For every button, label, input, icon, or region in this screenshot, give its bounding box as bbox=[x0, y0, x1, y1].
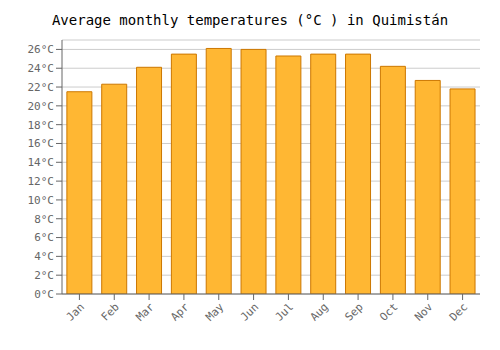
html-text:Average monthly temperatures (: Average monthly temperatures (°C ) in Qu… bbox=[51, 12, 449, 28]
svg-text:Dec: Dec bbox=[447, 300, 470, 323]
svg-text:Apr: Apr bbox=[168, 300, 192, 324]
svg-text:14°C: 14°C bbox=[28, 156, 55, 169]
svg-text:Sep: Sep bbox=[342, 300, 365, 323]
svg-text:8°C: 8°C bbox=[34, 213, 54, 226]
svg-text:Jun: Jun bbox=[238, 300, 261, 323]
svg-text:Aug: Aug bbox=[308, 300, 331, 323]
svg-text:10°C: 10°C bbox=[28, 194, 55, 207]
svg-text:2°C: 2°C bbox=[34, 269, 54, 282]
svg-text:4°C: 4°C bbox=[34, 250, 54, 263]
svg-text:18°C: 18°C bbox=[28, 119, 55, 132]
svg-text:20°C: 20°C bbox=[28, 100, 55, 113]
svg-text:Feb: Feb bbox=[99, 300, 122, 323]
svg-text:Mar: Mar bbox=[133, 300, 157, 324]
svg-text:0°C: 0°C bbox=[34, 288, 54, 301]
svg-text:16°C: 16°C bbox=[28, 137, 55, 150]
svg-text:22°C: 22°C bbox=[28, 81, 55, 94]
svg-text:Oct: Oct bbox=[377, 300, 400, 323]
svg-text:Nov: Nov bbox=[412, 300, 436, 324]
svg-text:26°C: 26°C bbox=[28, 43, 55, 56]
svg-text:6°C: 6°C bbox=[34, 231, 54, 244]
svg-text:24°C: 24°C bbox=[28, 62, 55, 75]
svg-text:12°C: 12°C bbox=[28, 175, 55, 188]
svg-text:Jan: Jan bbox=[64, 300, 87, 323]
svg-text:Jul: Jul bbox=[273, 300, 296, 323]
svg-text:May: May bbox=[203, 300, 227, 324]
